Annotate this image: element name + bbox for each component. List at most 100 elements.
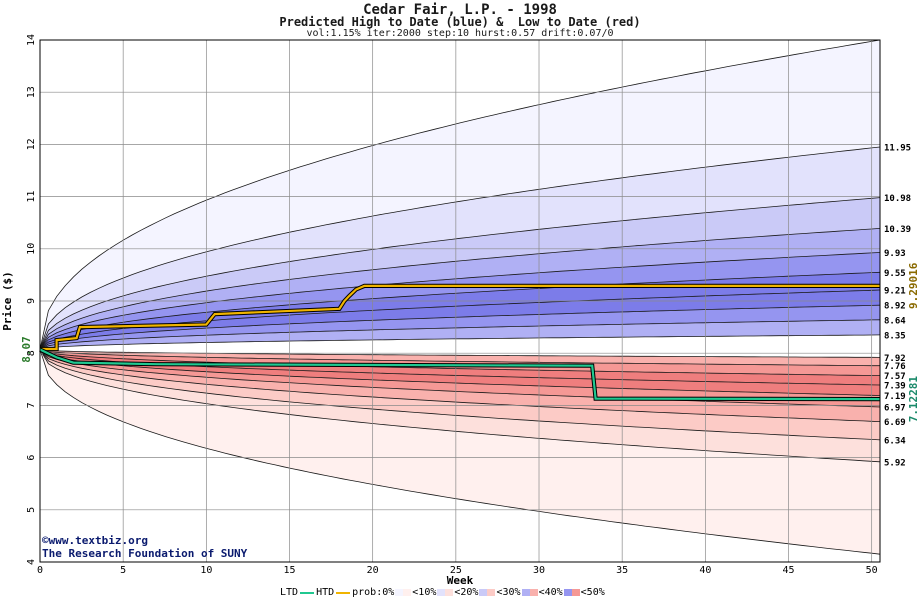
band-end-label: 7.39 — [884, 382, 906, 392]
band-end-label: 5.92 — [884, 458, 906, 468]
band-boundary-line — [39, 349, 881, 408]
band-end-label: 8.35 — [884, 331, 906, 341]
grid — [39, 39, 880, 563]
band-boundary-line — [39, 39, 881, 350]
band-region — [40, 349, 880, 462]
band-region — [40, 252, 880, 350]
y-tick-label: 8 — [26, 350, 37, 356]
band-region — [40, 349, 880, 422]
band-boundary-line — [39, 146, 881, 350]
band-end-label: 7.92 — [884, 354, 906, 364]
band-region — [40, 349, 880, 555]
x-tick-label: 45 — [782, 565, 794, 576]
legend-ltd-swatch — [300, 591, 315, 594]
legend-bin-2-swatch — [479, 589, 496, 596]
legend-htd-label: HTD — [316, 587, 335, 598]
x-tick-label: 0 — [37, 565, 43, 576]
ltd-line — [39, 348, 881, 401]
band-boundary-line — [39, 349, 881, 555]
band-region — [40, 349, 880, 396]
x-axis-label: Week — [447, 574, 474, 587]
series-lines — [39, 283, 881, 402]
band-region — [40, 272, 880, 350]
credit-website: ©www.textbiz.org — [42, 534, 148, 547]
credit-foundation: The Research Foundation of SUNY — [42, 547, 248, 560]
x-tick-label: 20 — [367, 565, 379, 576]
chart-title: Cedar Fair, L.P. - 1998 — [363, 2, 557, 18]
band-region — [40, 290, 880, 350]
htd-line — [40, 284, 880, 351]
band-end-label: 6.34 — [884, 436, 906, 446]
band-region — [40, 305, 880, 350]
chart-params: vol:1.15% iter:2000 step:10 hurst:0.57 d… — [306, 28, 614, 39]
band-boundary-line — [39, 349, 881, 422]
band-end-label: 10.98 — [884, 194, 911, 204]
band-region — [40, 334, 880, 358]
y-axis-label: Price ($) — [1, 271, 14, 331]
y-tick-label: 4 — [26, 559, 37, 565]
y-tick-label: 5 — [26, 507, 37, 513]
band-end-label: 10.39 — [884, 225, 911, 235]
x-tick-label: 50 — [866, 565, 878, 576]
x-tick-label: 35 — [616, 565, 628, 576]
legend-prob-label: prob:0% — [352, 587, 395, 598]
legend-bin-0-swatch — [395, 589, 412, 596]
y-tick-label: 6 — [26, 455, 37, 461]
legend-bin-1-label: <10% — [412, 587, 437, 598]
band-end-label: 8.64 — [884, 316, 906, 326]
band-region-outside-top — [40, 40, 880, 350]
legend-bin-2-label: <20% — [454, 587, 479, 598]
x-tick-label: 10 — [200, 565, 212, 576]
x-tick-label: 40 — [699, 565, 711, 576]
band-boundary-line — [39, 252, 881, 350]
band-region — [40, 349, 880, 366]
band-region — [40, 349, 880, 440]
band-boundary-line — [39, 319, 881, 350]
x-tick-label: 25 — [450, 565, 462, 576]
band-end-label: 6.69 — [884, 418, 906, 428]
legend-bin-3-swatch — [521, 589, 538, 596]
legend-bin-4-swatch — [563, 589, 580, 596]
band-boundary-line — [39, 349, 881, 463]
band-boundary-line — [39, 304, 881, 350]
legend-ltd-label: LTD — [280, 587, 299, 598]
y-tick-label: 7 — [26, 402, 37, 408]
band-end-label: 7.57 — [884, 372, 906, 382]
x-tick-label: 5 — [120, 565, 126, 576]
y-tick-label: 11 — [26, 191, 37, 203]
band-end-label: 9.55 — [884, 269, 906, 279]
legend-htd-swatch — [336, 591, 351, 594]
band-boundary-line — [39, 197, 881, 350]
band-end-label: 7.19 — [884, 392, 906, 402]
band-boundary-line — [39, 271, 881, 350]
band-region — [40, 349, 880, 376]
band-region — [40, 147, 880, 350]
y-tick-label: 13 — [26, 86, 37, 98]
axes — [39, 39, 881, 563]
band-end-label: 8.92 — [884, 302, 906, 312]
band-region — [40, 349, 880, 407]
band-boundary-line — [39, 349, 881, 441]
band-boundary-line — [39, 334, 881, 350]
chart-subtitle: Predicted High to Date (blue) & Low to D… — [279, 15, 641, 29]
band-boundary-line — [39, 349, 881, 376]
band-boundary-line — [39, 228, 881, 350]
y-tick-label: 14 — [26, 34, 37, 46]
legend-bin-3-label: <30% — [496, 587, 521, 598]
band-boundary-line — [39, 349, 881, 396]
final-high-label: 9.29016 — [907, 262, 920, 309]
labels: 0 5 10 15 20 25 30 35 40 45 504567891011121314Week… — [1, 34, 920, 587]
x-tick-label: 30 — [533, 565, 545, 576]
band-end-label: 6.97 — [884, 403, 906, 413]
band-region — [40, 197, 880, 350]
band-boundary-line — [39, 349, 880, 367]
y-tick-label: 9 — [26, 298, 37, 304]
plot-frame — [39, 39, 881, 563]
band-end-label: 9.93 — [884, 249, 906, 259]
y-tick-label: 10 — [26, 243, 37, 255]
band-end-label: 9.21 — [884, 287, 906, 297]
band-end-label: 7.76 — [884, 362, 906, 372]
legend: LTD HTD prob:0% <10% <20% <30% <40% <50% — [280, 587, 605, 599]
x-tick-label: 15 — [283, 565, 295, 576]
